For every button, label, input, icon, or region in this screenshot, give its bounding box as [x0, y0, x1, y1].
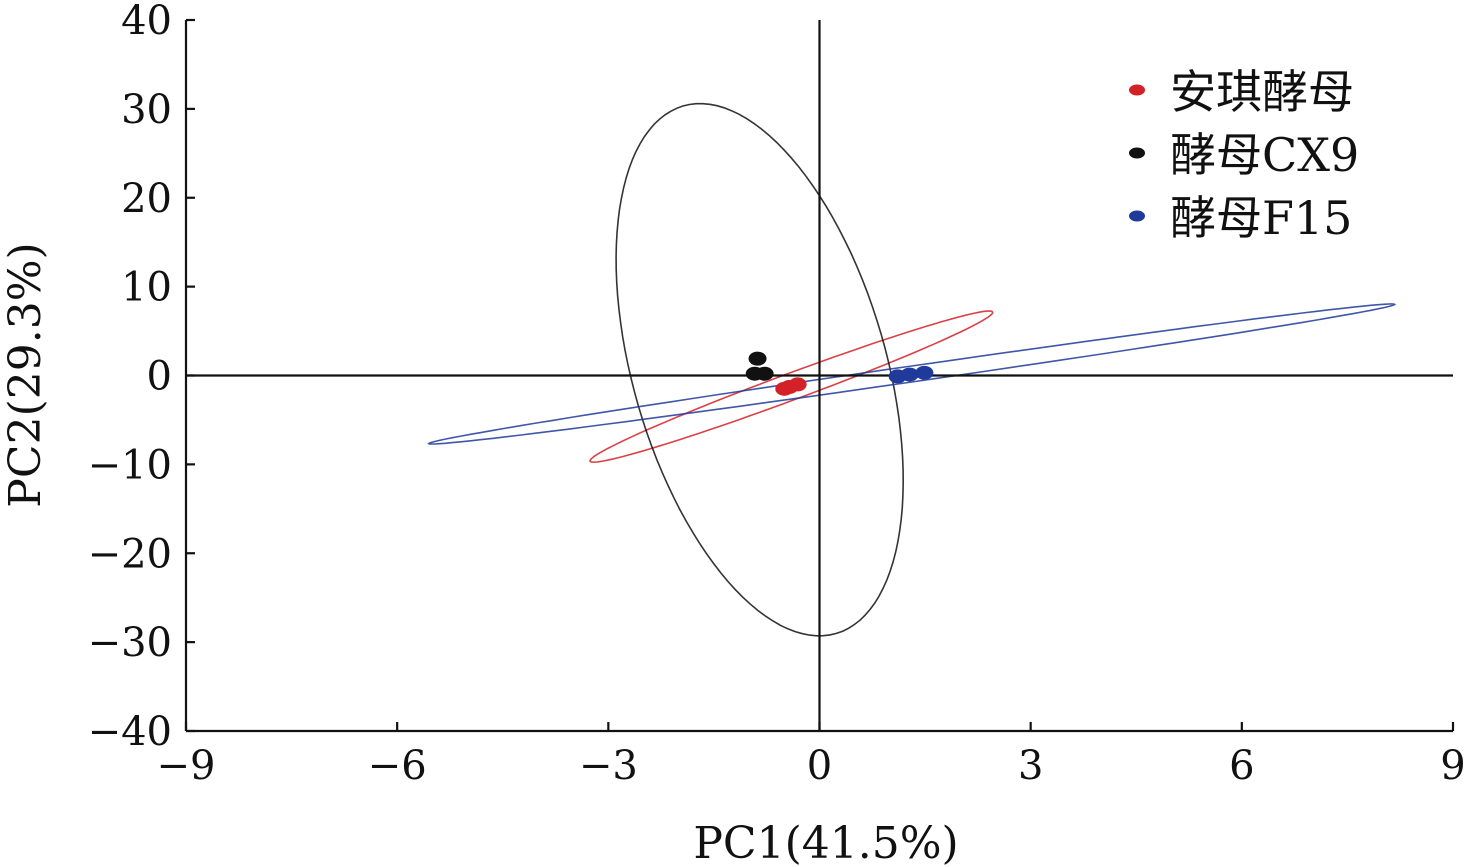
y-tick-label: 0 — [147, 354, 172, 400]
data-point — [900, 367, 919, 382]
legend-label: 酵母F15 — [1170, 191, 1352, 245]
y-tick-label: −40 — [88, 709, 172, 755]
axes — [184, 18, 1455, 733]
y-tick-label: −30 — [88, 620, 172, 666]
x-tick-label: 9 — [1440, 743, 1465, 789]
data-points — [745, 351, 934, 396]
y-tick-label: −20 — [88, 531, 172, 577]
legend-label: 酵母CX9 — [1170, 128, 1359, 182]
legend-label: 安琪酵母 — [1170, 65, 1354, 119]
confidence-ellipse-2 — [427, 303, 1397, 445]
data-point — [755, 366, 774, 381]
x-axis-label: PC1(41.5%) — [693, 818, 958, 867]
x-tick-label: −6 — [368, 743, 427, 789]
data-point — [915, 365, 934, 380]
x-tick-label: −3 — [579, 743, 638, 789]
x-tick-label: 0 — [807, 743, 832, 789]
x-tick-label: 3 — [1018, 743, 1043, 789]
legend-marker — [1129, 210, 1145, 222]
y-tick-label: 40 — [121, 0, 172, 44]
y-tick-label: 10 — [121, 265, 172, 311]
confidence-ellipse-1 — [615, 102, 905, 637]
y-axis-label: PC2(29.3%) — [0, 242, 51, 507]
x-tick-label: −9 — [157, 743, 216, 789]
y-tick-label: 20 — [121, 176, 172, 222]
confidence-ellipses — [427, 102, 1397, 637]
legend-marker — [1129, 147, 1145, 159]
data-point — [748, 351, 767, 366]
data-point — [788, 377, 807, 392]
confidence-ellipse-0 — [589, 310, 994, 464]
x-tick-label: 6 — [1229, 743, 1254, 789]
y-tick-label: 30 — [121, 87, 172, 133]
y-tick-label: −10 — [88, 442, 172, 488]
legend-marker — [1129, 84, 1145, 96]
